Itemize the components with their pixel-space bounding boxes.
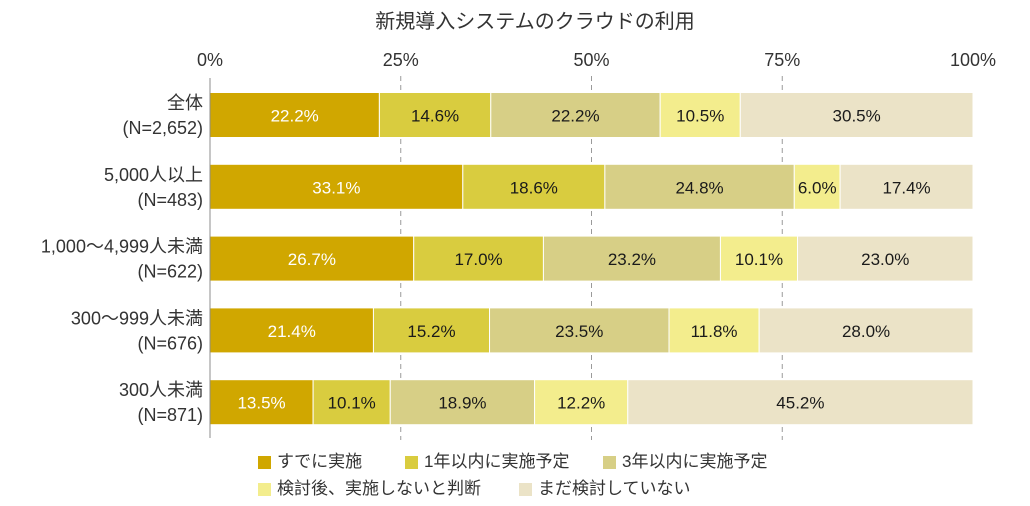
category-label: 300人未満 <box>119 380 203 400</box>
legend-label: 3年以内に実施予定 <box>622 452 768 471</box>
legend-label: まだ検討していない <box>538 479 691 498</box>
bar-segment <box>389 379 536 426</box>
data-label: 26.7% <box>288 250 336 269</box>
bar-segment <box>209 163 464 210</box>
legend-item-within-3-years: 3年以内に実施予定 <box>603 452 767 472</box>
data-label: 22.2% <box>271 107 319 126</box>
category-label: 300～999人未満 <box>71 308 203 328</box>
data-label: 15.2% <box>407 322 455 341</box>
legend-label: すでに実施 <box>277 452 363 471</box>
category-sample-size-label: (N=483) <box>137 190 203 210</box>
category-sample-size-label: (N=622) <box>137 262 203 282</box>
data-label: 14.6% <box>411 107 459 126</box>
data-label: 24.8% <box>675 178 723 197</box>
data-label: 18.9% <box>438 394 486 413</box>
bar-segment <box>758 307 974 354</box>
bar-segment <box>312 379 391 426</box>
category-sample-size-label: (N=676) <box>137 333 203 353</box>
data-label: 10.1% <box>328 394 376 413</box>
x-tick-label: 25% <box>383 50 419 70</box>
bar-segment <box>534 379 629 426</box>
legend-label: 1年以内に実施予定 <box>424 452 570 471</box>
data-label: 23.0% <box>861 250 909 269</box>
category-label: 1,000～4,999人未満 <box>41 237 203 257</box>
legend-swatch <box>258 482 271 496</box>
data-labels: 22.2% 14.6% 22.2% 10.5% 30.5% 33.1% 18.6% 24.8%… <box>237 107 930 413</box>
x-tick-label: 100% <box>950 50 996 70</box>
data-label: 30.5% <box>833 107 881 126</box>
bar-segment <box>462 163 606 210</box>
data-label: 10.5% <box>676 107 724 126</box>
legend-swatch <box>603 455 616 469</box>
x-tick-label: 0% <box>197 50 223 70</box>
category-label: 5,000人以上 <box>104 165 203 185</box>
data-label: 10.1% <box>735 250 783 269</box>
data-label: 23.2% <box>608 250 656 269</box>
legend-swatch <box>258 455 271 469</box>
legend-item-within-1-year: 1年以内に実施予定 <box>405 452 569 472</box>
legend-item-not-yet-considered: まだ検討していない <box>519 479 691 499</box>
x-tick-label: 75% <box>764 50 800 70</box>
bar-segment <box>797 235 974 282</box>
legend-swatch <box>519 482 532 496</box>
bars <box>209 92 974 426</box>
bar-segment <box>378 92 492 138</box>
data-label: 11.8% <box>691 322 738 341</box>
y-axis-category-labels: 全体 (N=2,652) 5,000人以上 (N=483) 1,000～4,999人未満… <box>41 93 203 425</box>
bar-segment <box>839 163 974 210</box>
data-label: 6.0% <box>798 178 837 197</box>
legend-item-already-implemented: すでに実施 <box>258 452 362 472</box>
bar-segment <box>413 235 544 282</box>
category-sample-size-label: (N=2,652) <box>122 118 203 138</box>
bar-segment <box>490 92 661 138</box>
bar-segment <box>659 92 741 138</box>
bar-segment <box>209 92 380 138</box>
data-label: 18.6% <box>510 178 558 197</box>
legend-label: 検討後、実施しないと判断 <box>277 479 481 498</box>
data-label: 21.4% <box>268 322 316 341</box>
category-label: 全体 <box>167 93 203 113</box>
data-label: 23.5% <box>555 322 603 341</box>
x-tick-label: 50% <box>573 50 609 70</box>
legend: すでに実施 1年以内に実施予定 3年以内に実施予定 検討後、実施しないと判断 ま… <box>0 445 1030 506</box>
data-label: 17.4% <box>882 178 930 197</box>
bar-segment <box>209 379 314 426</box>
data-label: 45.2% <box>776 394 824 413</box>
bar-segment <box>209 307 374 354</box>
data-label: 13.5% <box>237 394 285 413</box>
data-label: 33.1% <box>312 178 360 197</box>
data-label: 17.0% <box>454 250 502 269</box>
chart-title: 新規導入システムのクラウドの利用 <box>375 11 695 33</box>
bar-segment <box>627 379 974 426</box>
bar-segment <box>739 92 974 138</box>
x-axis-tick-labels: 0% 25% 50% 75% 100% <box>197 50 996 70</box>
category-sample-size-label: (N=871) <box>137 405 203 425</box>
data-label: 22.2% <box>551 107 599 126</box>
bar-segment <box>372 307 491 354</box>
bar-segment <box>719 235 799 282</box>
bar-segment <box>542 235 721 282</box>
legend-swatch <box>405 455 418 469</box>
stacked-bar-chart: 0% 25% 50% 75% 100% 22.2% 14.6% 22.2% 10.5% 30.5%… <box>41 50 996 440</box>
bar-segment <box>489 307 670 354</box>
data-label: 28.0% <box>842 322 890 341</box>
legend-item-decided-not-to-implement: 検討後、実施しないと判断 <box>258 479 481 499</box>
data-label: 12.2% <box>557 394 605 413</box>
